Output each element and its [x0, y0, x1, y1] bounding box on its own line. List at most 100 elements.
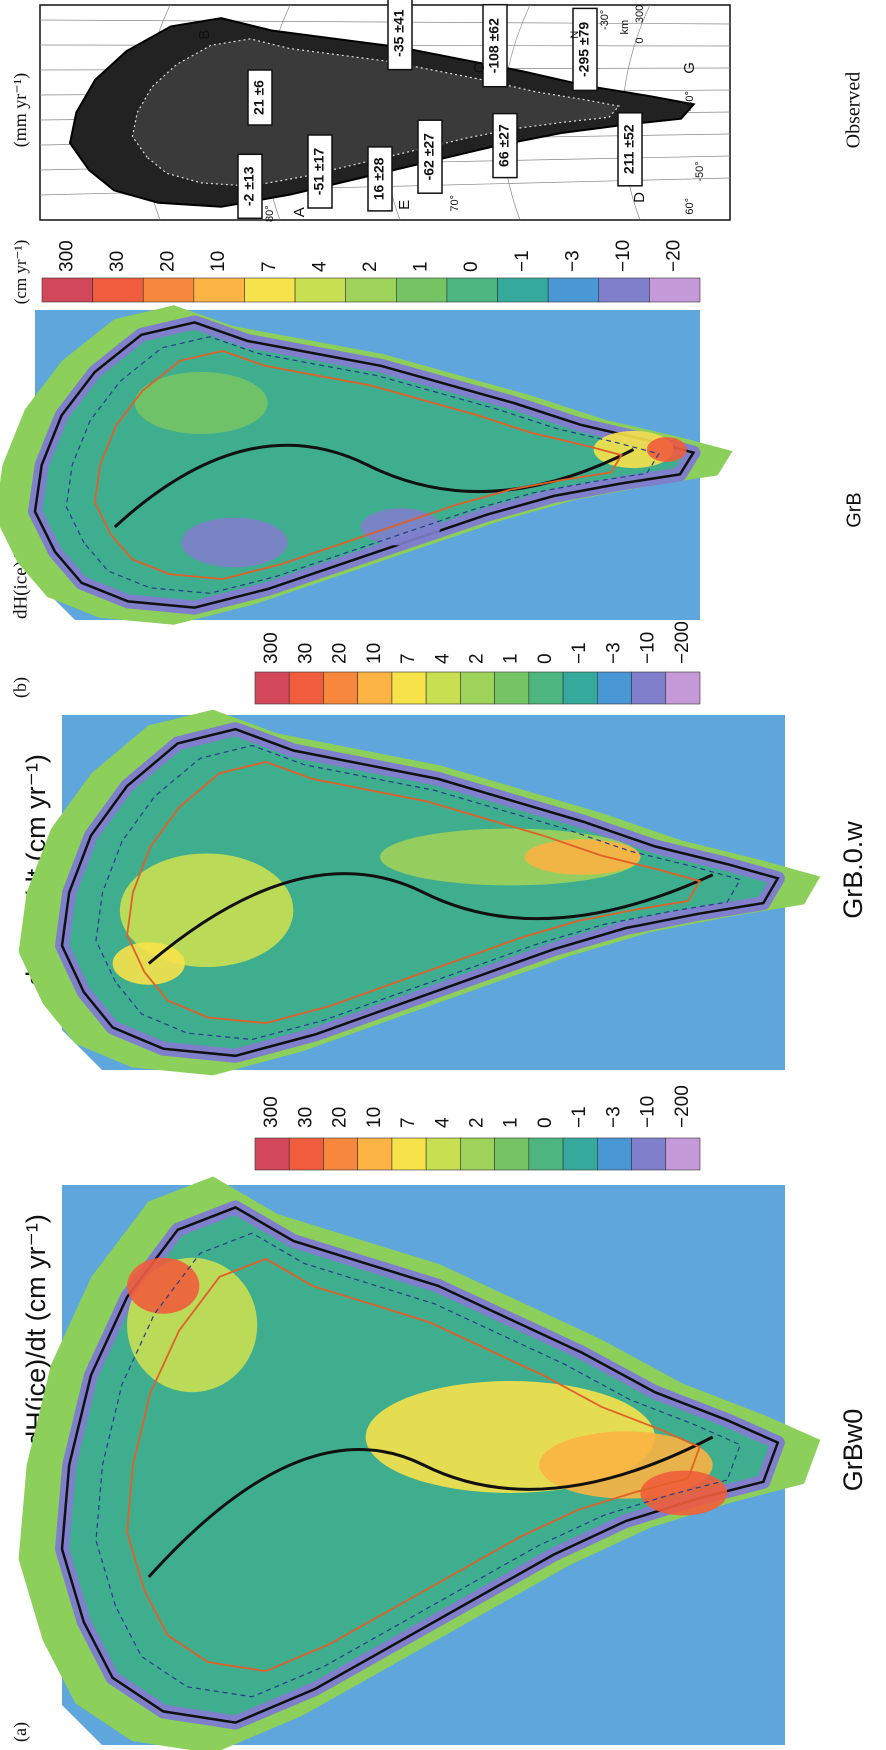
map-label: 80° — [264, 205, 276, 222]
equilibrium-line — [126, 760, 702, 1025]
contour — [147, 1435, 714, 1579]
colorbar-label: 2 — [467, 653, 488, 664]
zone — [640, 1470, 728, 1516]
unit-label: (cm yr⁻¹) — [11, 240, 30, 305]
colorbar-label: 1 — [411, 261, 432, 272]
colorbar-swatch — [497, 277, 549, 303]
map-label: 70° — [449, 195, 461, 212]
region-box — [492, 112, 518, 179]
colorbar-label: 7 — [398, 1117, 419, 1128]
region-box — [247, 69, 273, 126]
colorbar-label: −10 — [638, 632, 659, 664]
colorbar-swatch — [288, 1137, 324, 1171]
colorbar-label: −200 — [672, 621, 693, 664]
colorbar-swatch — [357, 1137, 393, 1171]
colorbar-label: −200 — [672, 1085, 693, 1128]
colorbar-swatch — [631, 671, 667, 705]
colorbar-label: −1 — [512, 250, 533, 272]
colorbar-swatch — [244, 277, 296, 303]
colorbar-label: 4 — [432, 1117, 453, 1128]
colorbar-swatch — [142, 277, 195, 303]
map-label: N — [569, 31, 581, 39]
panel-label: (a) — [10, 1722, 31, 1742]
colorbar-swatch — [547, 277, 600, 303]
colorbar-swatch — [396, 277, 448, 303]
panel-a: (a)dH(ice)/dt (cm yr⁻¹)300 30 20 10 7 4 2 1 0 −1−… — [10, 1085, 868, 1750]
colorbar-label: −3 — [603, 642, 624, 664]
section-letter: D — [631, 192, 648, 203]
equilibrium-line — [93, 349, 623, 581]
colorbar-label: −3 — [562, 250, 583, 272]
colorbar-swatch — [528, 1137, 564, 1171]
colorbar-label: 30 — [295, 1107, 316, 1128]
region-value: -35 ±41 — [391, 9, 407, 57]
colorbar-swatch — [391, 671, 427, 705]
panel-name: GrBw0 — [838, 1409, 868, 1492]
coast-outline — [60, 727, 780, 1058]
panel-name: GrB.0.w — [838, 821, 868, 919]
zone — [524, 839, 641, 875]
map-label: km — [619, 20, 631, 35]
colorbar-swatch — [425, 1137, 461, 1171]
region-box — [417, 119, 443, 194]
region-box — [367, 146, 393, 212]
map-label: 60° — [684, 198, 696, 215]
region-box — [307, 134, 333, 209]
colorbar-swatch — [345, 277, 397, 303]
section-letter: G — [681, 62, 698, 74]
contour-dashed — [95, 1232, 741, 1698]
panel-name: Observed — [843, 72, 865, 149]
colorbar-swatch — [562, 1137, 598, 1171]
map-label: 300 — [634, 5, 646, 23]
colorbar-label: 10 — [208, 251, 229, 272]
colorbar-label: −1 — [569, 642, 590, 664]
region-value: -108 ±62 — [486, 18, 502, 73]
colorbar-swatch — [254, 1137, 290, 1171]
colorbar-swatch — [193, 277, 245, 303]
region-value: -62 ±27 — [421, 133, 437, 181]
section-letter: B — [196, 30, 213, 40]
colorbar-label: 0 — [535, 1117, 556, 1128]
contour — [147, 872, 714, 965]
colorbar-label: −10 — [638, 1096, 659, 1128]
region-box — [237, 153, 263, 220]
colorbar-swatch — [494, 671, 530, 705]
panel-b: (b)dH(ice)/dt(cm yr⁻¹) 300 30 20 10 7 4 2 1 0 −1 −3… — [0, 240, 865, 698]
colorbar-swatch — [460, 1137, 495, 1171]
colorbar-label: 300 — [56, 240, 77, 272]
region-box — [482, 3, 508, 88]
colorbar-label: 4 — [309, 261, 330, 272]
region-box — [572, 7, 598, 92]
colorbar-swatch — [446, 277, 498, 303]
colorbar-label: 2 — [467, 1117, 488, 1128]
map-label: -50° — [694, 161, 706, 181]
panel-grb0w: dH(ice)/dt (cm yr⁻¹)30030201074210−1−3−1… — [18, 621, 868, 1076]
colorbar-label: 300 — [261, 632, 282, 664]
colorbar-swatch — [288, 671, 324, 705]
section-letter: E — [396, 200, 413, 210]
colorbar-label: 7 — [259, 261, 280, 272]
graticule — [39, 19, 731, 25]
panel-label: (b) — [10, 677, 31, 698]
colorbar-label: −1 — [569, 1106, 590, 1128]
colorbar-label: 20 — [330, 1107, 351, 1128]
colorbar-label: 7 — [398, 653, 419, 664]
region-box — [617, 112, 643, 187]
panel-name: GrB — [843, 492, 865, 528]
region-value: 211 ±52 — [621, 124, 637, 174]
colorbar-label: 10 — [364, 643, 385, 664]
colorbar-swatch — [665, 1137, 701, 1171]
colorbar-label: 20 — [330, 643, 351, 664]
zone — [119, 853, 294, 968]
section-letter: C — [471, 62, 488, 73]
coast-outline — [33, 321, 696, 609]
colorbar-label: 20 — [158, 251, 179, 272]
colorbar-swatch — [41, 277, 93, 303]
colorbar-label: 0 — [535, 653, 556, 664]
colorbar-swatch — [649, 277, 701, 303]
colorbar-label: −10 — [613, 240, 634, 272]
colorbar-label: −3 — [603, 1106, 624, 1128]
zone — [134, 372, 268, 434]
map-label: 0 — [634, 37, 646, 43]
